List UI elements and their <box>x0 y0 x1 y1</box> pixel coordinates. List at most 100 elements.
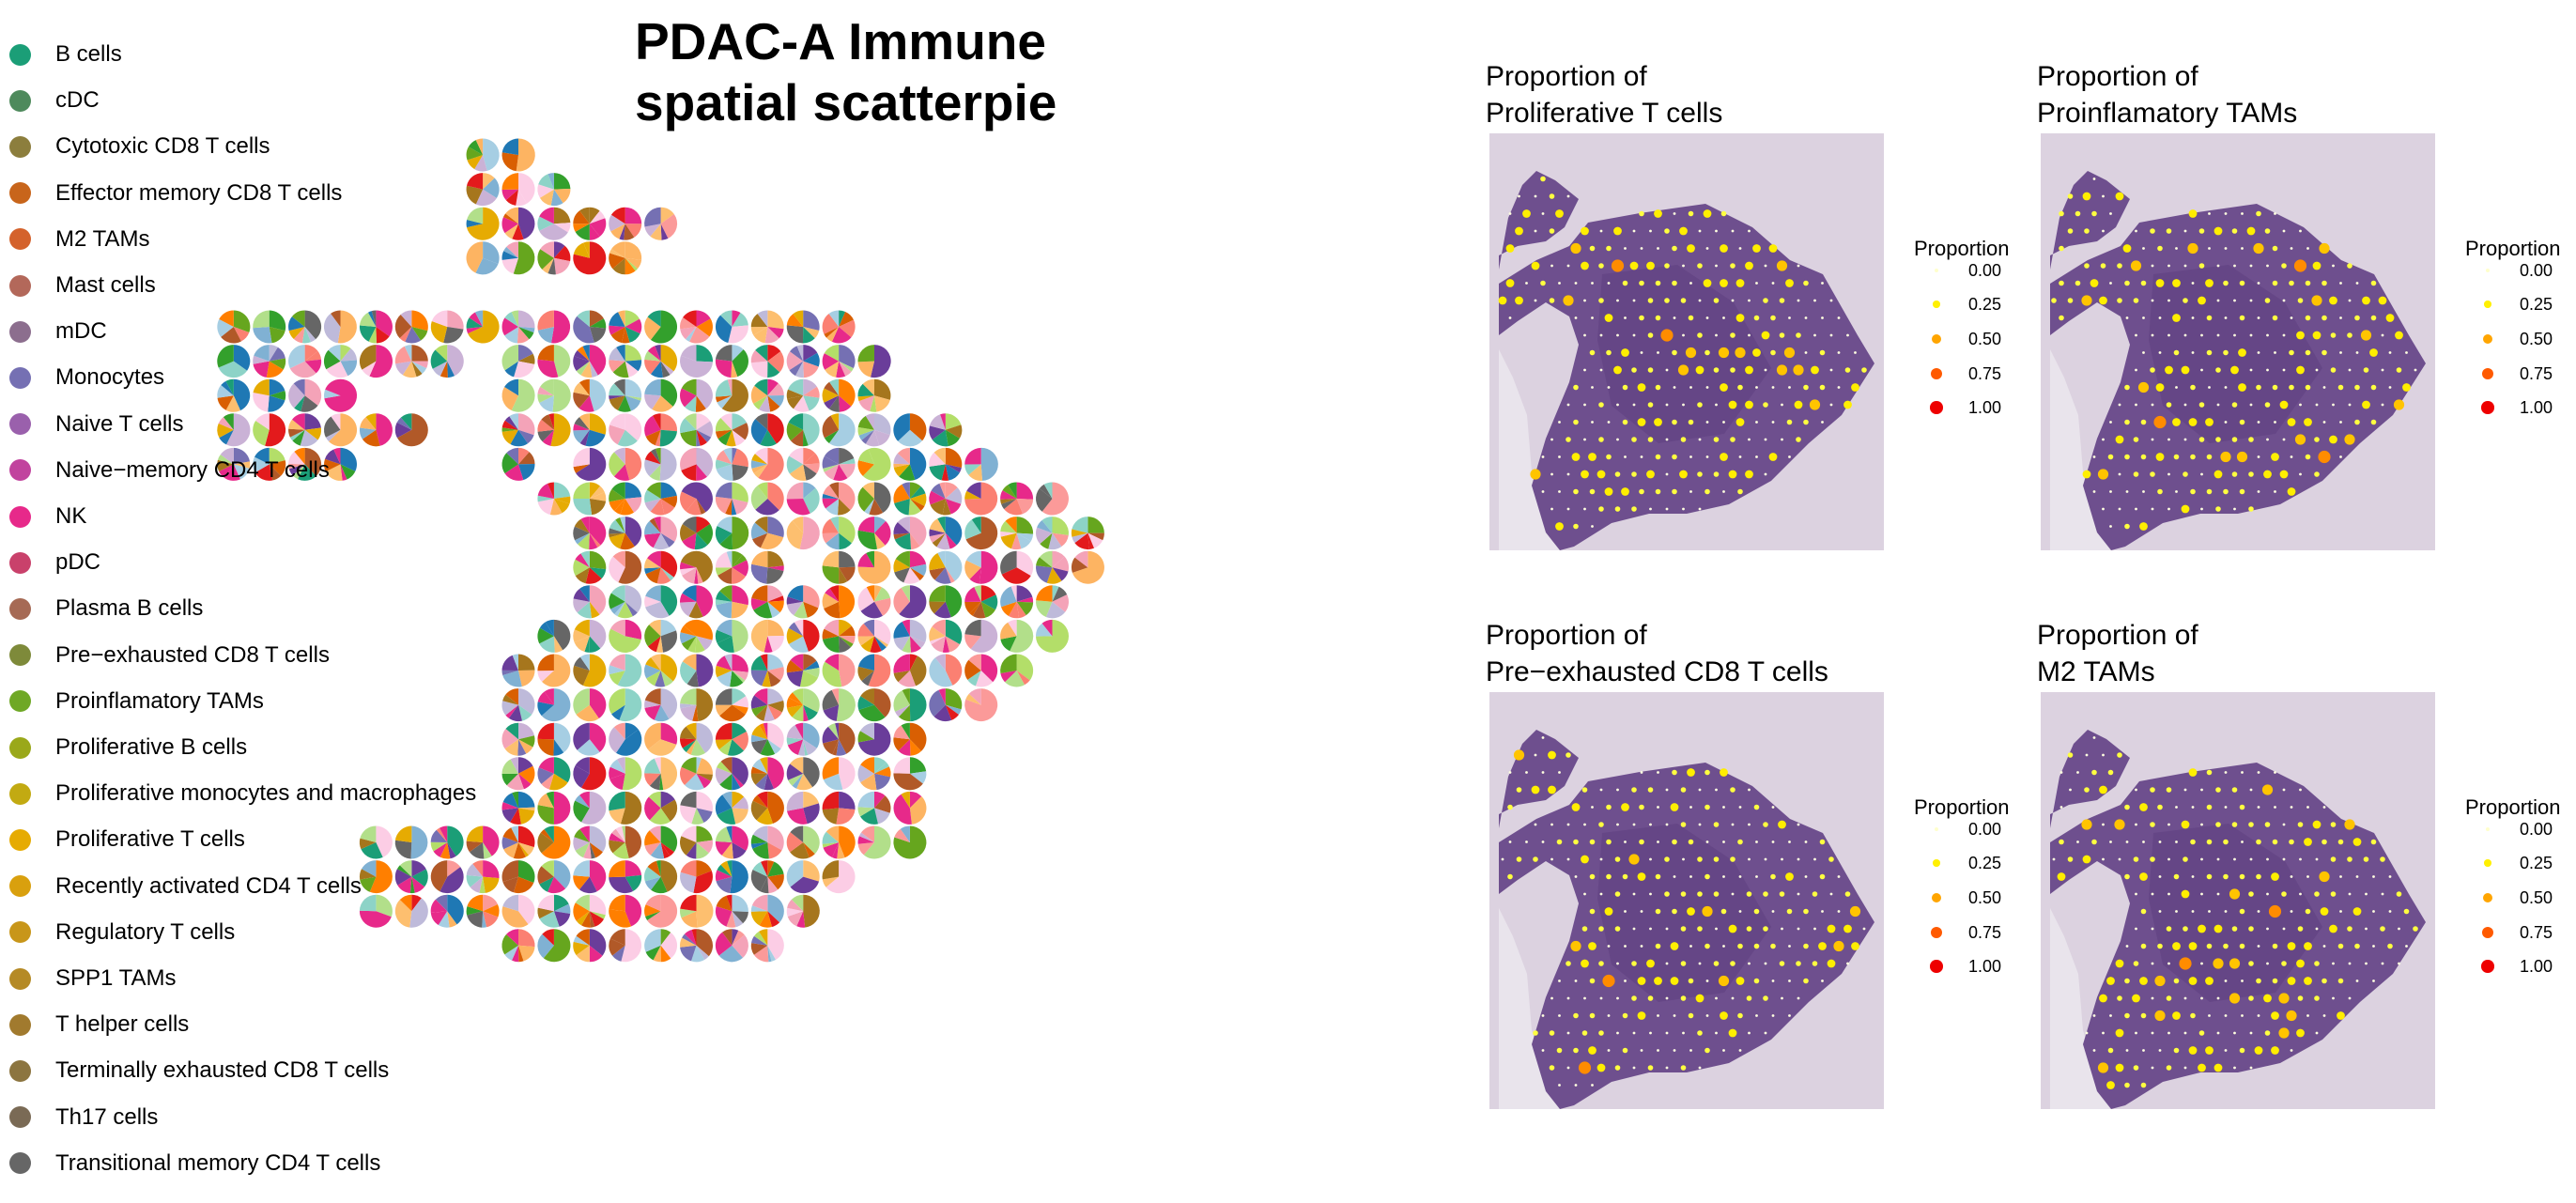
pie-slice <box>822 415 840 439</box>
pie-slice <box>857 553 874 568</box>
scatterpie-spot <box>893 688 927 722</box>
spot <box>2191 875 2195 878</box>
proportion-legend-label: 1.00 <box>2520 397 2553 417</box>
scatterpie-spot <box>394 345 428 378</box>
spot <box>2223 280 2229 286</box>
pie-slice <box>589 310 604 327</box>
spot <box>1837 910 1841 913</box>
pie-slice <box>1052 556 1070 572</box>
pie-slice <box>684 619 697 637</box>
pie-slice <box>609 424 625 445</box>
pie-slice <box>501 257 518 274</box>
spot <box>1763 298 1768 303</box>
spot <box>1639 210 1644 217</box>
pie-slice <box>716 895 733 912</box>
proportion-legend-item: 0.25 <box>1929 846 2001 880</box>
pie-slice <box>325 464 343 481</box>
spot <box>2067 752 2074 758</box>
spot <box>1748 299 1751 302</box>
pie-slice <box>767 722 784 749</box>
pie-slice <box>862 482 874 499</box>
pie-slice <box>839 619 852 637</box>
spot <box>1581 226 1589 236</box>
spot <box>2380 856 2385 862</box>
pie-slice <box>573 588 590 602</box>
spot <box>1722 490 1725 493</box>
pie-slice <box>644 876 661 890</box>
pie-slice <box>577 310 590 327</box>
proportion-legend-item: 0.75 <box>2480 357 2553 391</box>
pie-slice <box>409 876 415 894</box>
scatterpie-spot <box>857 413 891 447</box>
scatterpie-spot <box>715 413 748 447</box>
scatterpie-spot <box>964 619 998 653</box>
spot <box>1705 455 1709 458</box>
spot <box>1583 299 1586 302</box>
pie-slice <box>612 945 625 962</box>
pie-slice <box>518 842 534 856</box>
spot <box>1664 891 1670 897</box>
pie-slice <box>253 327 272 344</box>
spot <box>1804 875 1808 878</box>
pie-slice <box>574 656 590 671</box>
pie-slice <box>447 894 464 925</box>
spot <box>1705 386 1709 389</box>
pie-slice <box>681 345 697 362</box>
pie-slice <box>1087 517 1104 533</box>
spot <box>2167 299 2170 302</box>
spot <box>1607 282 1611 285</box>
scatterpie-spot <box>537 825 571 859</box>
legend-item-spp1-tams: SPP1 TAMs <box>9 960 176 997</box>
spot <box>2381 368 2384 372</box>
pie-slice <box>609 929 625 946</box>
spot <box>1566 507 1570 511</box>
spot <box>2264 298 2271 303</box>
spot <box>1735 977 1745 985</box>
spot <box>2118 507 2121 511</box>
pie-slice <box>720 860 733 877</box>
spot <box>2249 299 2253 302</box>
spot <box>2365 962 2368 965</box>
pie-slice <box>325 449 341 465</box>
pie-slice <box>874 688 891 717</box>
pie-slice <box>573 837 590 851</box>
pie-slice <box>254 345 270 362</box>
spot <box>2102 194 2105 198</box>
pie-slice <box>362 361 377 377</box>
pie-slice <box>644 558 661 569</box>
pie-slice <box>732 429 746 446</box>
spot <box>1682 264 1685 268</box>
pie-slice <box>501 217 518 234</box>
spot <box>1713 856 1720 862</box>
spot <box>2305 908 2311 915</box>
pie-slice <box>750 619 768 653</box>
pie-slice <box>540 241 554 258</box>
pie-slice <box>288 345 305 369</box>
spot <box>2257 490 2260 493</box>
pie-slice <box>836 688 856 722</box>
pie-slice <box>839 585 856 619</box>
spot <box>2314 437 2320 442</box>
spot <box>1549 193 1555 199</box>
spot <box>1616 1031 1619 1035</box>
spot <box>1781 927 1783 931</box>
scatterpie-spot <box>501 825 535 859</box>
spot <box>1550 438 1553 441</box>
pie-slice <box>717 671 733 687</box>
legend-swatch <box>9 366 31 389</box>
spot <box>1573 419 1579 425</box>
spot <box>1655 280 1661 286</box>
pie-slice <box>501 317 518 336</box>
spot <box>2330 332 2337 338</box>
scatterpie-spot <box>822 550 856 584</box>
spot <box>1637 977 1646 985</box>
spot <box>2282 229 2286 233</box>
pie-slice <box>679 908 697 918</box>
spot <box>2133 1065 2139 1071</box>
spot <box>1508 841 1512 843</box>
pie-slice <box>750 842 768 849</box>
pie-slice <box>696 636 713 651</box>
pie-slice <box>1010 619 1034 653</box>
pie-slice <box>548 876 566 894</box>
spot <box>2282 927 2286 931</box>
